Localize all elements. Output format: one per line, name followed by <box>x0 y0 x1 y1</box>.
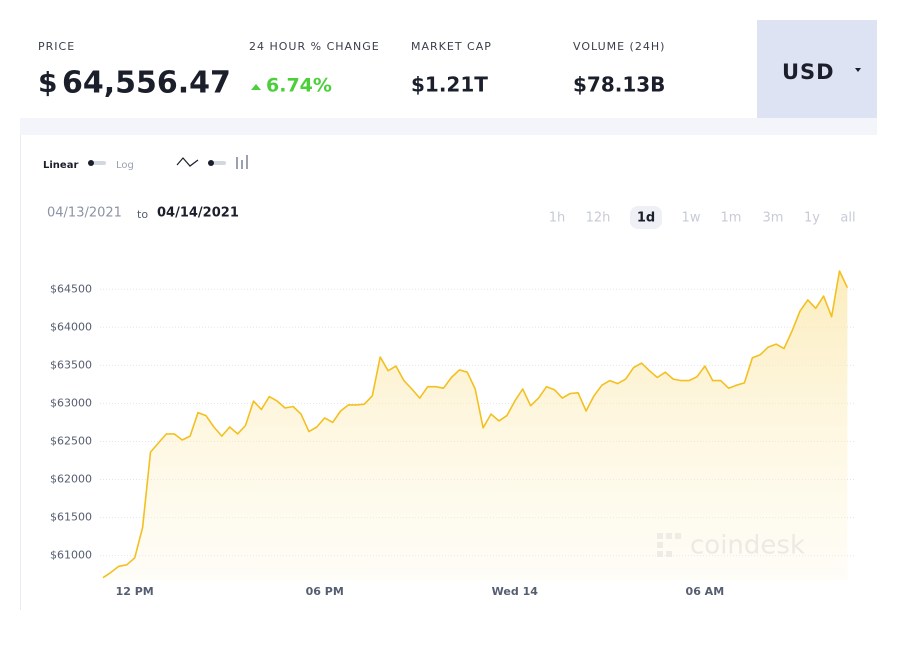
date-separator: to <box>137 208 148 221</box>
date-from[interactable]: 04/13/2021 <box>47 206 122 221</box>
range-button[interactable]: 1w <box>682 211 701 226</box>
range-button[interactable]: 12h <box>586 211 611 226</box>
area <box>103 271 848 580</box>
currency[interactable]: USD <box>782 60 835 84</box>
range-button[interactable]: all <box>840 211 855 226</box>
x-tick-label: 06 AM <box>686 585 725 598</box>
line-icon[interactable] <box>176 157 199 167</box>
x-tick-label: 06 PM <box>306 585 344 598</box>
y-tick-label: $62500 <box>50 434 92 447</box>
range-active-bg <box>630 206 662 229</box>
market-cap-label: MARKET CAP <box>411 40 492 53</box>
toggle-knob <box>88 160 94 166</box>
y-tick-label: $62000 <box>50 473 92 486</box>
dropdown-caret <box>855 68 861 72</box>
range-button[interactable]: 1y <box>804 211 820 226</box>
y-tick-label: $64000 <box>50 320 92 333</box>
up-arrow <box>251 84 261 90</box>
range-button[interactable]: 3m <box>763 211 784 226</box>
x-tick-label: 12 PM <box>116 585 154 598</box>
y-tick-label: $64500 <box>50 282 92 295</box>
change-label: 24 HOUR % CHANGE <box>249 40 380 53</box>
date-to[interactable]: 04/14/2021 <box>157 206 239 221</box>
range-button[interactable]: 1d <box>637 211 655 226</box>
price-value: 64,556.47 <box>62 66 231 101</box>
x-tick-label: Wed 14 <box>492 585 539 598</box>
price-label: PRICE <box>38 40 75 53</box>
range-button[interactable]: 1h <box>549 211 566 226</box>
volume-value: $78.13B <box>573 73 665 97</box>
price-line <box>102 270 849 579</box>
y-tick-label: $61500 <box>50 511 92 524</box>
y-tick-label: $63000 <box>50 396 92 409</box>
scale-log[interactable]: Log <box>116 160 134 171</box>
scale-linear[interactable]: Linear <box>43 160 78 171</box>
price-symbol: $ <box>38 66 57 99</box>
y-tick-label: $63500 <box>50 358 92 371</box>
change-value: 6.74% <box>266 75 332 97</box>
divider-strip <box>20 118 877 135</box>
toggle-knob <box>208 160 214 166</box>
range-button[interactable]: 1m <box>721 211 742 226</box>
y-tick-label: $61000 <box>50 549 92 562</box>
market-cap-value: $1.21T <box>411 73 488 97</box>
bar-icon[interactable] <box>236 155 248 169</box>
volume-label: VOLUME (24H) <box>573 40 665 53</box>
